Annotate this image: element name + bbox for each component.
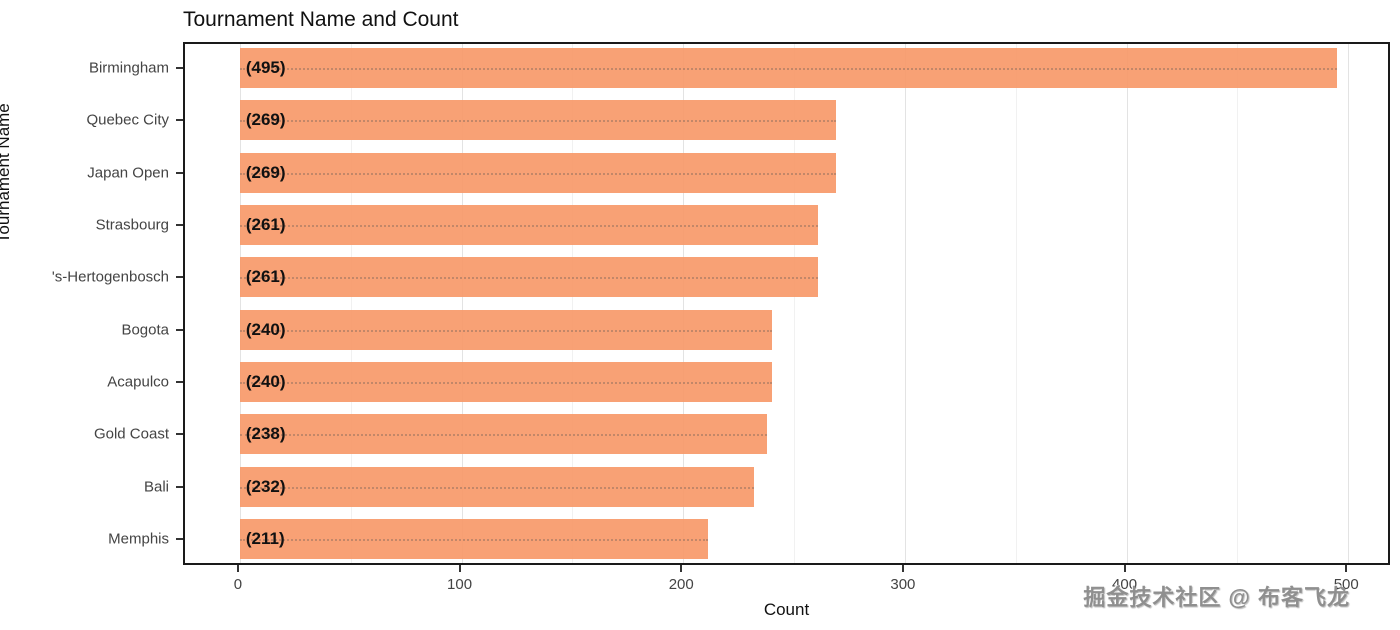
x-tick-mark (901, 565, 904, 572)
bar-value-label: (211) (245, 528, 285, 548)
y-tick-label: Strasbourg (95, 216, 169, 234)
gridline-major (1348, 44, 1350, 563)
x-tick-mark (458, 565, 461, 572)
watermark: 掘金技术社区 @ 布客飞龙 (1083, 585, 1350, 610)
y-tick-mark (176, 380, 183, 383)
y-tick-mark (176, 119, 183, 122)
y-tick-label: 's-Hertogenbosch (51, 268, 169, 286)
gridline-minor (1237, 44, 1239, 563)
bar (239, 205, 819, 246)
x-tick-label: 0 (233, 576, 243, 593)
x-tick-label: 200 (668, 576, 694, 593)
y-tick-mark (176, 171, 183, 174)
gridline-minor (794, 44, 796, 563)
x-tick-label: 400 (1112, 576, 1138, 593)
bar (239, 466, 755, 507)
bar (239, 48, 1338, 89)
y-tick-mark (176, 537, 183, 540)
x-tick-mark (680, 565, 683, 572)
bar-value-label: (261) (245, 267, 286, 287)
bar-value-label: (240) (245, 371, 286, 391)
x-tick-label: 100 (447, 576, 473, 593)
bar (239, 361, 772, 402)
y-tick-label: Acapulco (107, 373, 169, 391)
y-tick-label: Bali (143, 478, 169, 496)
gridline-major (239, 44, 241, 563)
x-axis-label: Count (763, 600, 810, 619)
gridline-minor (350, 44, 352, 563)
gridline-minor (572, 44, 574, 563)
y-tick-mark (176, 224, 183, 227)
y-tick-mark (176, 328, 183, 331)
bar (239, 257, 819, 298)
gridline-major (1126, 44, 1128, 563)
bar-value-label: (495) (245, 58, 286, 78)
y-tick-label: Japan Open (87, 164, 169, 182)
bar-value-label: (269) (245, 162, 286, 182)
x-tick-mark (1123, 565, 1126, 572)
bar-value-label: (269) (245, 110, 286, 130)
y-tick-mark (176, 485, 183, 488)
x-tick-mark (236, 565, 239, 572)
y-tick-label: Birmingham (88, 59, 169, 77)
gridline-minor (1015, 44, 1017, 563)
bar (239, 414, 768, 455)
y-tick-mark (176, 67, 183, 70)
y-tick-mark (176, 433, 183, 436)
gridline-major (683, 44, 685, 563)
y-tick-mark (176, 276, 183, 279)
gridline-major (904, 44, 906, 563)
bar (239, 152, 837, 193)
gridline-major (461, 44, 463, 563)
bar-value-label: (232) (245, 476, 286, 496)
x-tick-label: 500 (1333, 576, 1359, 593)
bar-value-label: (238) (245, 424, 286, 444)
y-tick-label: Memphis (108, 530, 169, 548)
x-tick-mark (1345, 565, 1348, 572)
chart-title: Tournament Name and Count (183, 8, 459, 31)
y-tick-label: Bogota (121, 321, 169, 339)
bar-value-label: (240) (245, 319, 286, 339)
bar (239, 518, 708, 559)
y-tick-label: Gold Coast (93, 425, 169, 443)
bar (239, 100, 837, 141)
y-tick-label: Quebec City (86, 111, 169, 129)
x-tick-label: 300 (890, 576, 916, 593)
plot-panel: (495) (269) (269) (261) (261) (240) (240) (238)… (183, 42, 1390, 565)
bar (239, 309, 772, 350)
bar-value-label: (261) (245, 215, 286, 235)
